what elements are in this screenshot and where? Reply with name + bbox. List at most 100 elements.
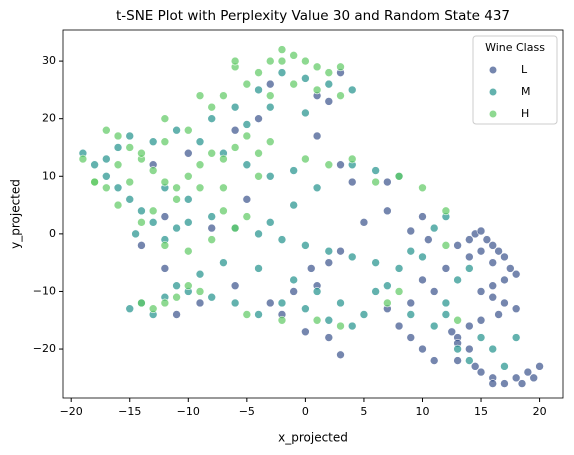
x-axis-label: x_projected [278,431,348,445]
point [148,166,158,175]
point [394,171,404,181]
point [383,206,392,216]
point [429,287,439,296]
y-tick-label: −20 [33,342,56,355]
point [160,264,170,273]
point [406,333,416,342]
x-tick-label: 15 [474,405,488,418]
point [289,287,298,296]
point [254,229,263,239]
point [488,379,498,388]
point [277,235,287,244]
point [254,68,263,77]
point [219,258,228,267]
point [183,195,193,204]
point [441,241,451,250]
y-axis-label: y_projected [9,179,23,249]
point [506,264,515,273]
point [265,91,275,100]
point [254,148,263,158]
point [494,246,503,256]
point [336,62,345,72]
point [102,171,111,181]
point [102,154,111,164]
point [336,160,345,170]
point [195,269,205,279]
point [371,287,380,296]
point [160,298,170,308]
point [78,154,88,164]
point [511,373,521,383]
point [254,171,263,181]
point [230,223,240,233]
point [453,356,462,365]
point [418,344,427,354]
point [523,367,533,377]
point [219,154,228,164]
point [183,125,193,135]
point [324,97,334,106]
point [359,218,369,227]
point [265,137,275,147]
point [301,154,310,164]
x-tick-label: −10 [177,405,200,418]
y-tick-label: 10 [42,169,56,182]
point [301,108,310,118]
legend-marker [488,87,498,97]
point [242,195,252,204]
point [172,292,181,302]
point [500,252,509,262]
point [453,344,462,354]
point [429,356,439,365]
point [465,235,474,244]
point [254,114,263,123]
y-tick-label: 30 [42,54,56,67]
point [394,287,404,296]
point [347,177,357,187]
legend-marker [488,65,498,75]
point [289,200,298,210]
point [172,195,181,204]
point [183,148,193,158]
legend-title: Wine Class [485,41,545,54]
point [359,310,369,319]
point [137,206,146,216]
point [324,68,334,77]
point [406,226,416,236]
point [160,177,170,187]
point [183,171,193,181]
point [242,160,252,170]
point [195,298,205,308]
point [529,373,539,383]
point [265,56,275,66]
point [500,298,509,308]
point [207,212,217,221]
point [183,218,193,227]
point [517,379,527,388]
point [476,333,486,342]
point [207,235,217,244]
point [183,246,193,256]
point [172,281,181,290]
point [347,252,357,262]
point [172,183,181,193]
point [90,160,99,170]
point [242,131,252,141]
point [160,241,170,250]
point [242,120,252,129]
point [336,91,345,100]
point [277,45,287,54]
point [324,246,334,256]
point [125,143,135,152]
point [511,269,521,279]
point [207,114,217,123]
point [476,367,486,377]
point [137,218,146,227]
point [312,62,322,72]
point [324,79,334,89]
point [312,85,322,95]
point [418,275,427,285]
point [230,298,240,308]
point [301,56,310,66]
